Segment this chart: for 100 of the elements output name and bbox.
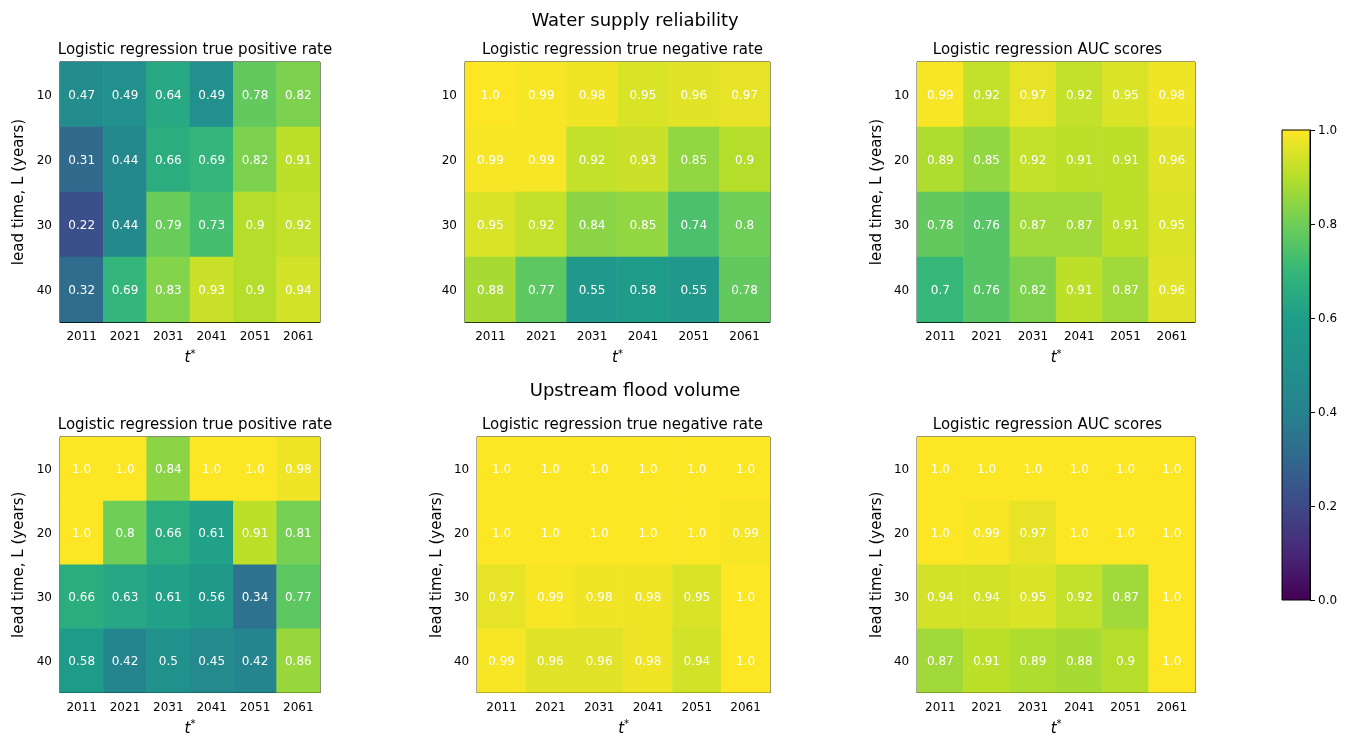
data-label: 0.91: [1065, 152, 1093, 167]
x-tick-label: 2051: [1110, 329, 1141, 343]
data-label: 0.42: [111, 653, 139, 668]
x-axis-title: t*: [612, 347, 623, 366]
data-label: 0.89: [926, 152, 954, 167]
chart-title: Logistic regression true negative rate: [481, 414, 764, 433]
data-label: 1.0: [1162, 653, 1182, 668]
x-tick-label: 2031: [576, 329, 608, 343]
x-tick-label: 2051: [681, 699, 713, 714]
data-label: 0.99: [477, 152, 504, 167]
data-label: 0.76: [973, 217, 1000, 232]
data-label: 0.95: [1019, 589, 1047, 604]
data-label: 0.44: [111, 152, 139, 167]
data-label: 0.69: [198, 152, 226, 167]
x-tick-label: 2021: [971, 699, 1002, 714]
data-label: 0.58: [629, 282, 657, 297]
data-label: 0.49: [198, 87, 226, 102]
data-label: 0.84: [578, 217, 606, 232]
data-label: 0.61: [198, 525, 226, 540]
x-tick-label: 2031: [153, 699, 184, 714]
data-label: 0.93: [629, 152, 657, 167]
data-label: 0.9: [1116, 653, 1136, 668]
data-label: 0.89: [1019, 653, 1047, 668]
data-label: 0.64: [154, 87, 182, 102]
data-label: 0.78: [241, 87, 269, 102]
data-label: 1.0: [977, 461, 997, 476]
x-tick-label: 2011: [925, 329, 956, 343]
y-tick-label: 30: [36, 217, 52, 232]
data-label: 1.0: [687, 525, 707, 540]
y-axis-title: lead time, L (years): [866, 118, 885, 266]
x-tick-label: 2011: [66, 699, 97, 714]
data-label: 1.0: [245, 461, 265, 476]
data-label: 1.0: [687, 461, 707, 476]
y-tick-label: 40: [441, 282, 457, 297]
data-label: 0.91: [241, 525, 269, 540]
color-bar-label: 1.0: [1318, 123, 1338, 137]
y-tick-label: 20: [893, 152, 910, 167]
data-label: 0.92: [578, 152, 606, 167]
data-label: 0.94: [284, 282, 312, 297]
x-tick-label: 2021: [971, 329, 1002, 343]
data-label: 0.69: [111, 282, 139, 297]
y-tick-label: 40: [893, 653, 910, 668]
data-label: 0.99: [488, 653, 515, 668]
y-axis-title: lead time, L (years): [866, 491, 885, 638]
data-label: 0.81: [284, 525, 312, 540]
data-label: 0.87: [1112, 589, 1139, 604]
data-label: 0.99: [732, 525, 759, 540]
chart-title: Logistic regression AUC scores: [932, 39, 1163, 58]
data-label: 0.32: [68, 282, 96, 297]
data-label: 0.98: [578, 87, 606, 102]
data-label: 0.55: [578, 282, 606, 297]
data-label: 1.0: [589, 525, 609, 540]
data-label: 1.0: [736, 653, 756, 668]
data-label: 0.92: [1065, 589, 1093, 604]
data-label: 0.84: [154, 461, 182, 476]
x-axis-title: t*: [184, 718, 196, 737]
data-label: 0.76: [973, 282, 1000, 297]
data-label: 0.91: [1112, 217, 1139, 232]
data-label: 0.98: [634, 589, 662, 604]
data-label: 0.94: [926, 589, 954, 604]
data-label: 1.0: [1162, 461, 1182, 476]
data-label: 0.99: [537, 589, 564, 604]
chart-title: Logistic regression true positive rate: [57, 414, 333, 433]
data-label: 1.0: [736, 461, 756, 476]
data-label: 0.61: [154, 589, 182, 604]
data-label: 0.8: [115, 525, 135, 540]
y-tick-label: 40: [453, 653, 470, 668]
data-label: 1.0: [638, 525, 658, 540]
data-label: 0.88: [477, 282, 504, 297]
data-label: 0.91: [1065, 282, 1093, 297]
y-tick-label: 30: [441, 217, 457, 232]
x-tick-label: 2021: [535, 699, 566, 714]
data-label: 1.0: [930, 461, 950, 476]
x-tick-label: 2041: [1063, 329, 1095, 343]
data-label: 0.92: [973, 87, 1000, 102]
data-label: 1.0: [1162, 525, 1182, 540]
data-label: 0.42: [241, 653, 269, 668]
x-tick-label: 2011: [925, 699, 956, 714]
y-tick-label: 40: [36, 653, 52, 668]
y-tick-label: 20: [36, 152, 52, 167]
x-tick-label: 2021: [109, 329, 141, 343]
data-label: 0.56: [198, 589, 226, 604]
data-label: 0.97: [1019, 87, 1047, 102]
data-label: 0.99: [973, 525, 1000, 540]
data-label: 0.9: [245, 282, 265, 297]
x-tick-label: 2061: [729, 329, 760, 343]
x-tick-label: 2061: [1156, 329, 1188, 343]
data-label: 0.95: [1112, 87, 1139, 102]
data-label: 0.92: [527, 217, 555, 232]
data-label: 0.96: [680, 87, 708, 102]
x-axis-title: t*: [1050, 718, 1062, 737]
data-label: 0.47: [68, 87, 96, 102]
y-tick-label: 20: [453, 525, 470, 540]
data-label: 0.91: [973, 653, 1000, 668]
data-label: 0.79: [154, 217, 182, 232]
color-bar-label: 0.8: [1318, 217, 1338, 231]
data-label: 1.0: [115, 461, 135, 476]
data-label: 0.58: [68, 653, 96, 668]
y-axis-title: lead time, L (years): [426, 491, 445, 638]
x-tick-label: 2031: [1017, 329, 1049, 343]
